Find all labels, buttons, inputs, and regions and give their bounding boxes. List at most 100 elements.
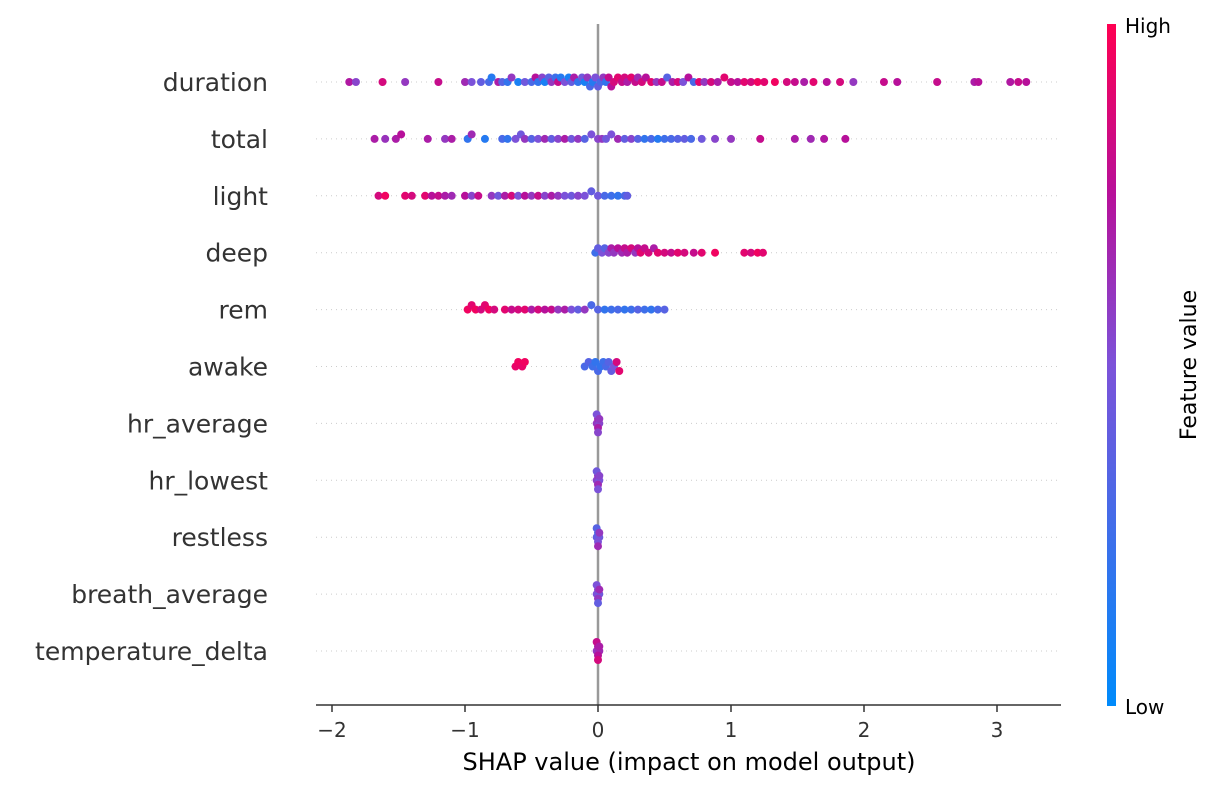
point-duration-71 [753, 78, 762, 86]
point-duration-68 [733, 78, 742, 86]
point-total-0 [370, 134, 379, 143]
point-total-42 [711, 134, 720, 143]
point-total-1 [381, 134, 390, 143]
point-total-48 [841, 134, 850, 143]
point-awake-7 [591, 358, 600, 366]
point-duration-59 [679, 78, 688, 86]
point-total-45 [790, 134, 799, 143]
point-total-6 [447, 134, 456, 143]
point-total-38 [673, 134, 682, 143]
point-deep-25 [711, 248, 720, 257]
point-light-12 [487, 191, 496, 200]
point-light-24 [567, 191, 576, 200]
point-total-43 [727, 134, 735, 143]
feature-labels: duration total light deep rem awake hr_average… [35, 68, 268, 666]
point-total-36 [660, 134, 669, 143]
point-total-40 [687, 134, 696, 143]
point-rem-7 [500, 305, 509, 314]
point-total-33 [640, 134, 649, 143]
point-light-14 [500, 191, 509, 200]
point-breath_average-5 [595, 585, 604, 594]
point-duration-83 [933, 78, 942, 86]
point-total-20 [560, 134, 569, 143]
point-light-5 [427, 191, 436, 200]
point-deep-19 [660, 248, 669, 257]
colorbar-high-label: High [1125, 14, 1171, 38]
point-duration-72 [760, 78, 769, 86]
point-light-22 [554, 191, 563, 200]
point-light-4 [421, 191, 430, 200]
x-tick-label-4: 2 [858, 718, 871, 742]
point-total-18 [547, 134, 556, 143]
point-light-8 [447, 191, 456, 200]
point-light-29 [600, 191, 609, 200]
point-temperature_delta-5 [595, 642, 604, 651]
point-deep-20 [667, 248, 676, 257]
point-total-41 [697, 134, 706, 143]
feature-label-hr_lowest: hr_lowest [148, 466, 268, 495]
point-rem-27 [633, 305, 642, 314]
point-rem-29 [647, 305, 656, 314]
x-tick-label-5: 3 [991, 718, 1004, 742]
point-duration-52 [641, 73, 650, 82]
point-deep-26 [740, 248, 749, 257]
gridlines [316, 81, 1058, 652]
point-total-23 [580, 134, 589, 143]
point-duration-86 [1006, 78, 1015, 86]
point-duration-69 [740, 78, 749, 86]
colorbar-title: Feature value [1177, 290, 1202, 440]
point-rem-6 [490, 305, 499, 314]
feature-label-temperature_delta: temperature_delta [35, 637, 268, 666]
x-tick-label-2: 0 [592, 718, 605, 742]
point-duration-76 [800, 78, 809, 86]
point-total-14 [520, 134, 529, 143]
point-light-0 [374, 191, 383, 200]
point-total-3 [397, 130, 406, 139]
point-rem-30 [653, 305, 662, 314]
point-rem-10 [520, 305, 529, 314]
point-total-5 [441, 134, 450, 143]
point-restless-5 [595, 528, 604, 537]
point-rem-19 [580, 305, 589, 314]
point-duration-3 [401, 78, 410, 86]
point-deep-18 [653, 248, 662, 257]
point-duration-70 [746, 78, 755, 86]
point-deep-16 [644, 248, 653, 257]
point-light-16 [514, 191, 523, 200]
point-rem-14 [547, 305, 556, 314]
point-light-19 [534, 191, 543, 200]
colorbar-low-label: Low [1125, 695, 1164, 719]
point-duration-7 [476, 78, 485, 86]
point-total-39 [680, 134, 689, 143]
point-light-28 [594, 191, 602, 200]
point-total-32 [633, 134, 642, 143]
point-duration-73 [770, 78, 779, 86]
point-rem-21 [594, 305, 602, 314]
point-deep-24 [697, 248, 706, 257]
x-tick-label-0: −2 [317, 718, 346, 742]
point-light-33 [623, 191, 632, 200]
point-duration-36 [591, 73, 600, 82]
point-light-9 [461, 191, 469, 200]
point-light-1 [381, 191, 390, 200]
point-total-22 [574, 134, 583, 143]
point-duration-13 [507, 73, 516, 82]
point-total-8 [467, 130, 476, 139]
point-deep-29 [758, 248, 767, 257]
point-duration-41 [604, 73, 613, 82]
point-duration-74 [782, 78, 791, 86]
point-restless-6 [594, 542, 602, 551]
point-light-6 [434, 191, 443, 200]
feature-label-breath_average: breath_average [71, 580, 268, 609]
point-rem-24 [613, 305, 622, 314]
point-total-17 [540, 134, 549, 143]
point-hr_lowest-6 [594, 485, 602, 494]
point-duration-85 [974, 78, 983, 86]
point-light-20 [540, 191, 549, 200]
point-duration-33 [583, 73, 592, 82]
point-total-35 [653, 134, 662, 143]
point-duration-81 [879, 78, 888, 86]
feature-label-duration: duration [163, 68, 268, 97]
point-total-46 [806, 134, 815, 143]
point-total-12 [511, 134, 520, 143]
